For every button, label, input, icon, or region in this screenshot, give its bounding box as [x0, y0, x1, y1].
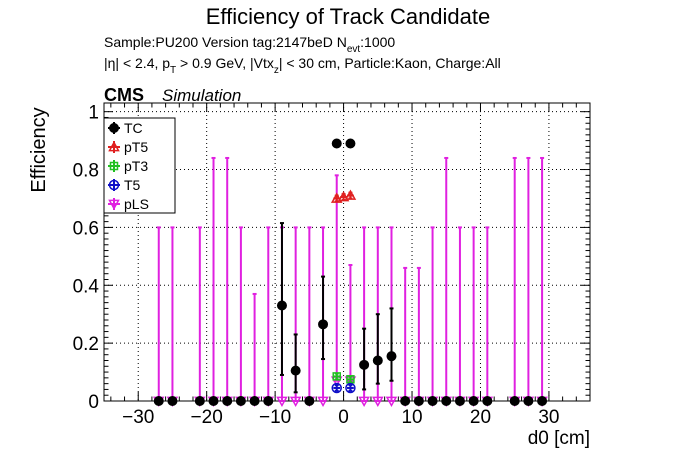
- point-tc: [276, 300, 287, 311]
- sample-tail: :1000: [360, 34, 395, 50]
- cuts-info: |η| < 2.4, pT > 0.9 GeV, |Vtxz| < 30 cm,…: [104, 55, 501, 76]
- point-tc: [263, 396, 274, 406]
- series-pt3: [332, 372, 355, 384]
- point-tc: [523, 396, 534, 406]
- point-tc: [400, 396, 411, 406]
- sample-sub: evt: [347, 44, 361, 55]
- data-marks: [152, 138, 548, 408]
- legend-label-pt5: pT5: [124, 139, 148, 155]
- series-pt5: [330, 189, 357, 203]
- series-t5: [331, 382, 356, 394]
- y-axis-label: Efficiency: [28, 107, 50, 192]
- series-tc: [153, 138, 548, 406]
- point-tc: [318, 319, 329, 330]
- point-tc: [249, 396, 260, 406]
- x-tick-label: 10: [401, 407, 422, 428]
- point-tc: [468, 396, 479, 406]
- sample-info: Sample:PU200 Version tag:2147beD Nevt:10…: [104, 34, 395, 55]
- y-tick-label: 0.6: [73, 218, 99, 239]
- plot-title: Efficiency of Track Candidate: [206, 4, 491, 29]
- point-tc: [290, 365, 301, 376]
- y-tick-label: 0: [88, 392, 99, 413]
- sample-label: Sample:PU200 Version tag:2147beD N: [104, 34, 347, 50]
- point-pls: [317, 396, 329, 408]
- point-tc: [222, 396, 233, 406]
- y-tick-label: 0.4: [73, 276, 100, 297]
- legend-label-t5: T5: [124, 177, 141, 193]
- point-tc: [441, 396, 452, 406]
- point-pt5: [344, 189, 357, 200]
- legend-marker-pt3: [109, 161, 119, 171]
- x-tick-label: −10: [259, 407, 291, 428]
- point-tc: [537, 396, 548, 406]
- point-tc: [345, 138, 356, 149]
- y-tick-label: 0.2: [73, 334, 99, 355]
- point-tc: [454, 396, 465, 406]
- point-t5: [331, 382, 342, 394]
- point-tc: [208, 396, 219, 406]
- point-tc: [331, 138, 342, 149]
- point-t5: [345, 382, 356, 394]
- x-tick-label: −20: [191, 407, 223, 428]
- x-tick-label: −30: [122, 407, 154, 428]
- grid-lines: [104, 103, 590, 402]
- point-tc: [482, 396, 493, 406]
- legend-marker-pt5: [108, 140, 120, 152]
- point-pls: [372, 396, 384, 408]
- point-tc: [386, 351, 397, 362]
- x-tick-label: 30: [538, 407, 559, 428]
- y-tick-label: 0.8: [73, 161, 99, 182]
- axes: −30 −20 −10 0 10 20 30 0 0.2 0.4 0.6 0.8 1: [73, 102, 591, 428]
- point-tc: [372, 355, 383, 366]
- legend-label-pls: pLS: [124, 196, 149, 212]
- point-pls: [276, 396, 288, 408]
- point-pls: [358, 396, 370, 408]
- x-tick-label: 20: [470, 407, 491, 428]
- legend: TC pT5 pT3 T5 pLS: [103, 117, 176, 214]
- point-pt3: [332, 372, 341, 381]
- point-tc: [509, 396, 520, 406]
- legend-marker-t5: [108, 179, 120, 191]
- point-tc: [359, 359, 370, 370]
- legend-marker-pls: [108, 199, 120, 211]
- x-tick-label: 0: [338, 407, 349, 428]
- plot-frame: [103, 102, 591, 402]
- legend-label-pt3: pT3: [124, 158, 148, 174]
- point-tc: [167, 396, 178, 406]
- point-pt5: [337, 190, 350, 202]
- point-tc: [153, 396, 164, 406]
- point-tc: [235, 396, 246, 406]
- point-pls: [385, 396, 398, 408]
- cms-label: CMS: [104, 85, 144, 105]
- point-tc: [413, 396, 424, 406]
- y-tick-label: 1: [88, 103, 99, 124]
- point-pt5: [330, 192, 343, 203]
- legend-marker-tc: [109, 123, 119, 133]
- point-pls: [289, 396, 302, 408]
- point-tc: [194, 396, 205, 406]
- x-axis-label: d0 [cm]: [528, 428, 590, 449]
- point-tc: [427, 396, 438, 406]
- simulation-label: Simulation: [162, 86, 241, 105]
- legend-label-tc: TC: [124, 120, 143, 136]
- point-tc: [304, 396, 315, 406]
